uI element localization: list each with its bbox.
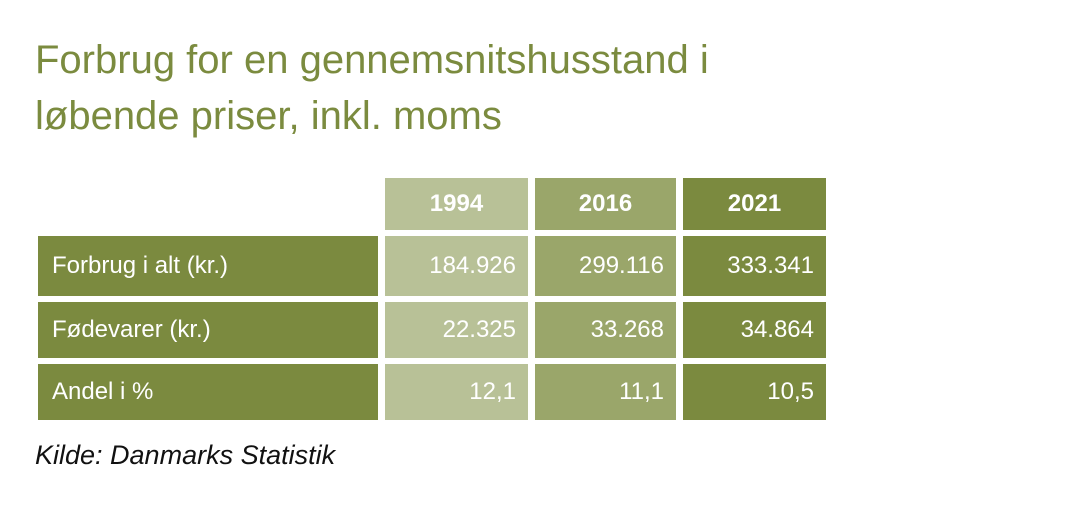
title-line: Forbrug for en gennemsnitshusstand i <box>35 38 709 82</box>
table-cell: 184.926 <box>385 236 528 296</box>
row-label: Fødevarer (kr.) <box>38 302 378 358</box>
table-cell: 10,5 <box>683 364 826 420</box>
table-cell: 299.116 <box>535 236 676 296</box>
row-label: Andel i % <box>38 364 378 420</box>
column-header: 2016 <box>535 178 676 230</box>
table-cell: 333.341 <box>683 236 826 296</box>
table-cell: 33.268 <box>535 302 676 358</box>
table-cell: 11,1 <box>535 364 676 420</box>
column-header: 1994 <box>385 178 528 230</box>
row-label: Forbrug i alt (kr.) <box>38 236 378 296</box>
title-line: løbende priser, inkl. moms <box>35 94 502 138</box>
column-header: 2021 <box>683 178 826 230</box>
table-cell: 12,1 <box>385 364 528 420</box>
source: Kilde: Danmarks Statistik <box>35 440 336 470</box>
table-cell: 22.325 <box>385 302 528 358</box>
table-cell: 34.864 <box>683 302 826 358</box>
